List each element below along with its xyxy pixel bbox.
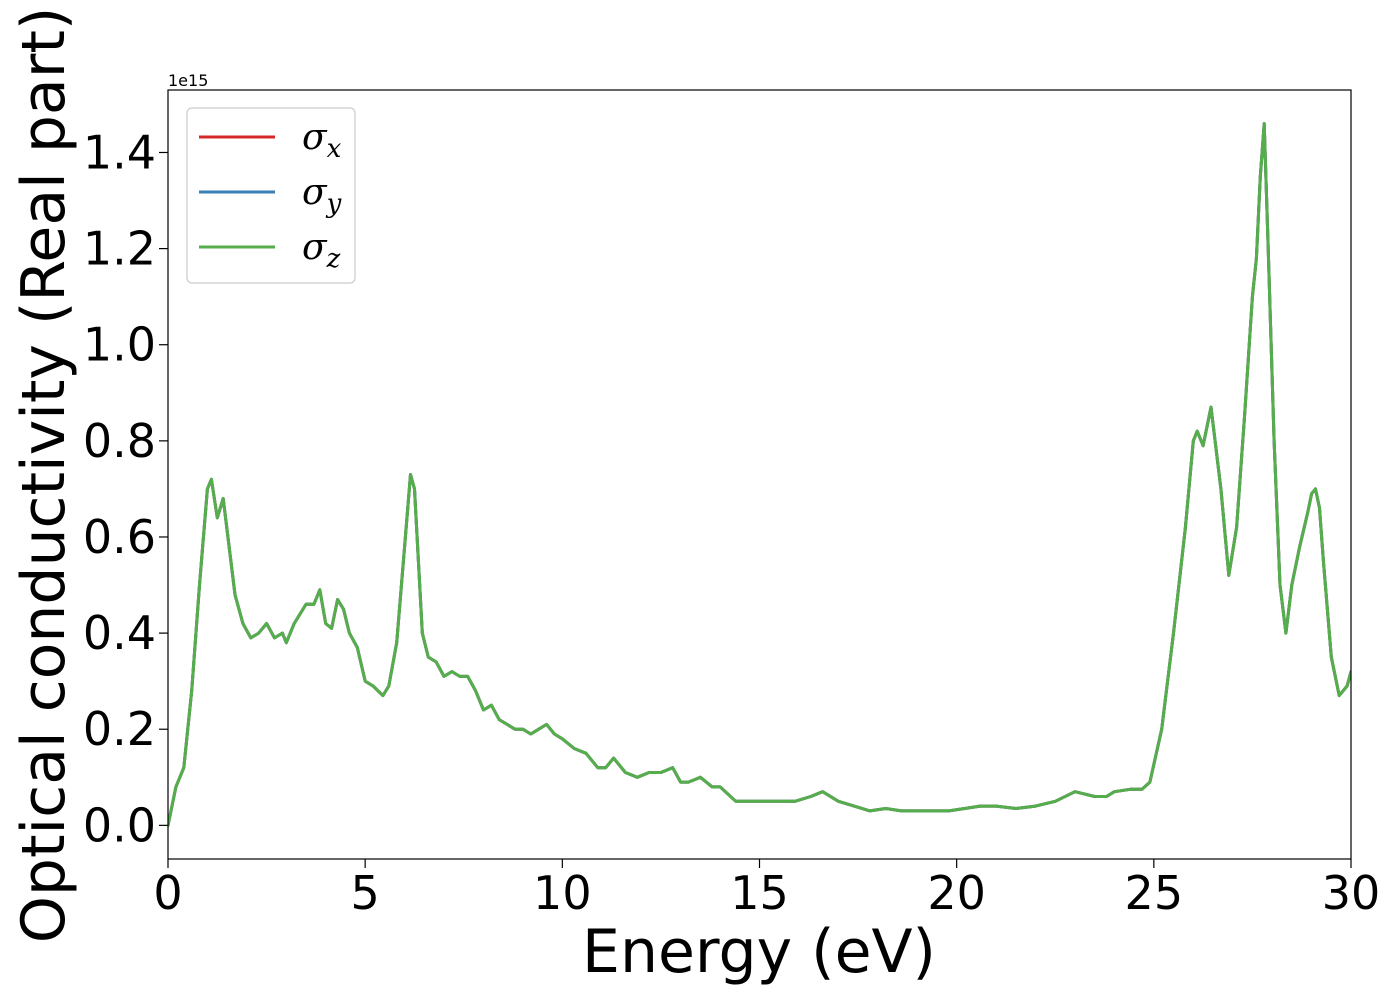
legend-subscript: y <box>326 189 342 219</box>
x-axis-title: Energy (eV) <box>582 917 936 987</box>
y-tick-label: 1.4 <box>83 125 156 179</box>
y-tick-label: 0.8 <box>83 414 156 468</box>
y-axis-title: Optical conductivity (Real part) <box>9 7 79 944</box>
y-tick-label: 0.4 <box>83 606 156 660</box>
legend-subscript: z <box>326 244 341 274</box>
y-offset-label: 1e15 <box>168 71 208 90</box>
y-tick-label: 0.0 <box>83 798 156 852</box>
legend-subscript: x <box>327 134 342 164</box>
y-tick-label: 1.0 <box>83 318 156 372</box>
x-tick-label: 10 <box>533 866 592 920</box>
series-layer <box>168 122 1351 827</box>
x-tick-label: 0 <box>153 866 182 920</box>
x-tick-label: 30 <box>1322 866 1381 920</box>
x-tick-label: 25 <box>1125 866 1184 920</box>
y-axis: 0.0 0.2 0.4 0.6 0.8 1.0 1.2 1.4 <box>83 125 168 852</box>
x-tick-label: 20 <box>927 866 986 920</box>
y-tick-label: 0.2 <box>83 702 156 756</box>
x-tick-label: 5 <box>351 866 380 920</box>
y-tick-label: 1.2 <box>83 222 156 276</box>
series-line-2 <box>168 122 1351 827</box>
legend-box <box>186 107 356 284</box>
x-axis: 0 5 10 15 20 25 30 <box>153 859 1380 920</box>
x-tick-label: 15 <box>730 866 789 920</box>
y-tick-label: 0.6 <box>83 510 156 564</box>
